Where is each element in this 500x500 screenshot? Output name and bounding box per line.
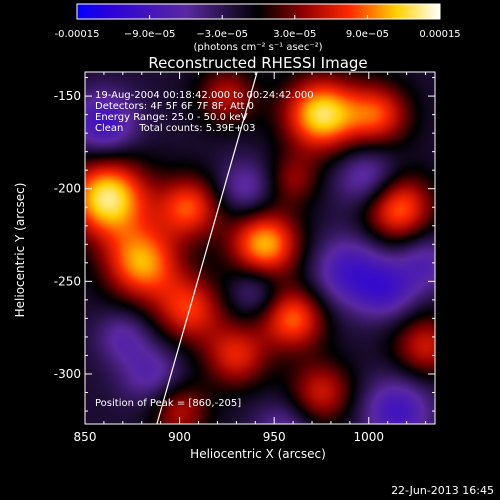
solar-limb-line <box>156 72 258 424</box>
plot-area <box>85 72 435 424</box>
footer-date-stamp: 22-Jun-2013 16:45 <box>391 484 494 497</box>
x-axis-label: Heliocentric X (arcsec) <box>190 447 326 461</box>
colorbar-units: (photons cm⁻² s⁻¹ asec⁻²) <box>193 42 322 53</box>
colorbar-tick-label: 3.0e−05 <box>273 29 316 40</box>
colorbar-tick-label: −9.0e−05 <box>124 29 176 40</box>
y-tick-label: -150 <box>54 89 81 103</box>
plot-frame <box>84 71 436 425</box>
colorbar-tick-label: 9.0e−05 <box>346 29 389 40</box>
x-tick-label: 900 <box>168 430 191 444</box>
y-tick-label: -200 <box>54 182 81 196</box>
peak-position-label: Position of Peak = [860,-205] <box>95 398 241 409</box>
colorbar-ticks: -0.00015 −9.0e−05 −3.0e−05 3.0e−05 9.0e−05 0.… <box>55 15 461 40</box>
annotation-block: 19-Aug-2004 00:18:42.000 to 00:24:42.000… <box>95 90 314 134</box>
heatmap-image <box>85 72 435 424</box>
y-tick-label: -300 <box>54 367 81 381</box>
annotation-clean-counts: Clean Total counts: 5.39E+03 <box>95 123 255 134</box>
x-axis-ticks: 850 900 950 1000 <box>74 72 427 444</box>
colorbar-tick-label: 0.00015 <box>419 29 460 40</box>
annotation-detectors: Detectors: 4F 5F 6F 7F 8F, Att 0 <box>95 101 254 112</box>
colorbar: -0.00015 −9.0e−05 −3.0e−05 3.0e−05 9.0e−05 0.… <box>55 3 461 53</box>
annotation-time-range: 19-Aug-2004 00:18:42.000 to 00:24:42.000 <box>95 90 314 101</box>
colorbar-gradient <box>76 3 441 20</box>
y-axis-label: Heliocentric Y (arcsec) <box>13 183 27 318</box>
colorbar-tick-label: -0.00015 <box>55 29 100 40</box>
x-tick-label: 850 <box>74 430 97 444</box>
colorbar-tick-label: −3.0e−05 <box>196 29 248 40</box>
chart-title: Reconstructed RHESSI Image <box>148 54 367 72</box>
y-tick-label: -250 <box>54 274 81 288</box>
x-tick-label: 1000 <box>354 430 385 444</box>
x-tick-label: 950 <box>263 430 286 444</box>
y-axis-ticks: -150 -200 -250 -300 <box>54 77 435 412</box>
annotation-energy-range: Energy Range: 25.0 - 50.0 keV <box>95 112 248 123</box>
